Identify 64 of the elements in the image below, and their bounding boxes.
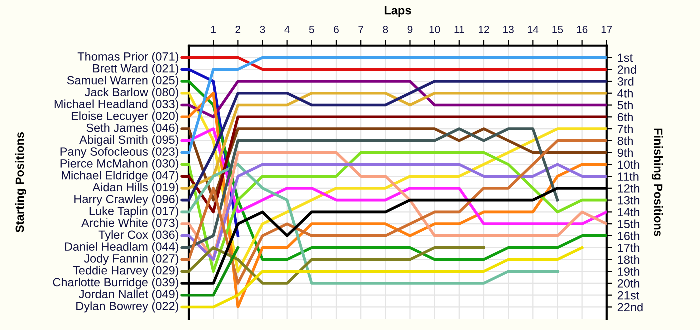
legend-label: Michael Headland (033) bbox=[54, 100, 179, 111]
legend-label: Thomas Prior (071) bbox=[78, 52, 179, 64]
y-tick-label: 19th bbox=[618, 267, 640, 276]
legend-label: Samuel Warren (025) bbox=[67, 76, 179, 88]
y-tick-label: 21st bbox=[618, 291, 640, 300]
legend-label: Aidan Hills (019) bbox=[92, 182, 179, 194]
legend-label: Jordan Nallet (049) bbox=[79, 290, 179, 301]
x-tick-label: 16 bbox=[577, 26, 588, 34]
legend-label: Dylan Bowrey (022) bbox=[76, 302, 179, 313]
x-tick-label: 10 bbox=[430, 26, 440, 34]
y-tick-label: 14th bbox=[618, 208, 640, 217]
x-tick-label: 1 bbox=[211, 26, 216, 34]
legend-label: Pierce McMahon (030) bbox=[60, 159, 179, 170]
y-tick-label: 13th bbox=[618, 196, 640, 205]
y-tick-label: 16th bbox=[618, 232, 640, 240]
x-tick-label: 5 bbox=[309, 26, 314, 34]
y-tick-label: 5th bbox=[618, 100, 633, 110]
y-tick-label: 15th bbox=[618, 220, 640, 228]
text: Starting Positions bbox=[15, 132, 27, 233]
y-tick-label: 6th bbox=[618, 112, 633, 122]
y-tick-label: 18th bbox=[618, 255, 640, 264]
legend-label: Charlotte Burridge (039) bbox=[53, 278, 179, 289]
y-tick-label: 8th bbox=[618, 136, 633, 146]
x-tick-label: 15 bbox=[552, 26, 564, 34]
y-tick-label: 4th bbox=[618, 89, 633, 98]
y-tick-label: 1st bbox=[618, 54, 633, 62]
legend-label: Teddie Harvey (029) bbox=[73, 266, 179, 278]
legend-label: Pany Sofocleous (023) bbox=[60, 147, 179, 158]
x-tick-label: 3 bbox=[260, 26, 266, 34]
x-tick-label: 14 bbox=[528, 26, 539, 34]
legend-label: Abigail Smith (095) bbox=[80, 135, 179, 146]
x-tick-label: 17 bbox=[602, 26, 612, 34]
y-tick-label: 3rd bbox=[618, 77, 634, 86]
x-tick-label: 7 bbox=[358, 26, 364, 34]
x-axis-title: Laps bbox=[384, 6, 412, 18]
legend-label: Jody Fannin (027) bbox=[84, 254, 179, 266]
y-tick-label: 22nd bbox=[618, 302, 643, 312]
legend-label: Jack Barlow (080) bbox=[84, 88, 179, 99]
y-tick-label: 11th bbox=[618, 172, 639, 181]
legend-label: Tyler Cox (036) bbox=[98, 230, 179, 242]
y-axis-title: Finishing Positions bbox=[652, 128, 664, 236]
y-tick-label: 20th bbox=[618, 279, 640, 288]
x-tick-label: 11 bbox=[454, 26, 464, 34]
y-tick-label: 10th bbox=[618, 160, 640, 170]
legend-label: Harry Crawley (096) bbox=[74, 194, 179, 206]
y-tick-label: 7th bbox=[618, 124, 633, 134]
legend-label: Archie White (073) bbox=[82, 218, 179, 230]
y-tick-label: 9th bbox=[618, 148, 633, 158]
y-tick-label: 12th bbox=[618, 184, 640, 193]
y-tick-label: 17th bbox=[618, 244, 640, 252]
legend-label: Michael Eldridge (047) bbox=[62, 171, 179, 182]
legend-label: Luke Taplin (017) bbox=[90, 206, 179, 218]
x-tick-label: 4 bbox=[284, 26, 290, 34]
legend-label: Seth James (046) bbox=[86, 124, 179, 135]
y-tick-label: 2nd bbox=[618, 65, 636, 74]
x-tick-label: 13 bbox=[504, 26, 514, 34]
x-tick-label: 2 bbox=[236, 26, 241, 34]
x-tick-label: 8 bbox=[383, 26, 388, 34]
legend-label: Brett Ward (021) bbox=[93, 64, 179, 76]
x-tick-label: 12 bbox=[478, 26, 490, 34]
legend-label: Eloise Lecuyer (020) bbox=[72, 112, 179, 123]
legend-label: Daniel Headlam (044) bbox=[65, 242, 179, 254]
x-tick-label: 6 bbox=[334, 26, 339, 34]
x-tick-label: 9 bbox=[408, 26, 413, 34]
